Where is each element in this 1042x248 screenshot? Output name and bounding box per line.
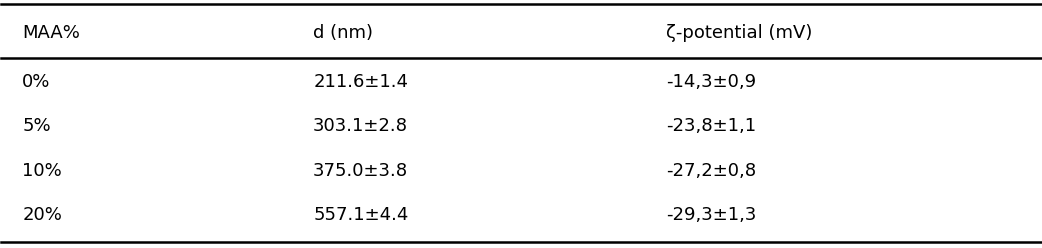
- Text: -29,3±1,3: -29,3±1,3: [667, 206, 756, 224]
- Text: 211.6±1.4: 211.6±1.4: [314, 73, 408, 91]
- Text: 0%: 0%: [22, 73, 51, 91]
- Text: ζ-potential (mV): ζ-potential (mV): [667, 24, 813, 42]
- Text: 5%: 5%: [22, 118, 51, 135]
- Text: 303.1±2.8: 303.1±2.8: [314, 118, 408, 135]
- Text: 557.1±4.4: 557.1±4.4: [314, 206, 408, 224]
- Text: -23,8±1,1: -23,8±1,1: [667, 118, 756, 135]
- Text: 375.0±3.8: 375.0±3.8: [314, 162, 408, 180]
- Text: -14,3±0,9: -14,3±0,9: [667, 73, 756, 91]
- Text: -27,2±0,8: -27,2±0,8: [667, 162, 756, 180]
- Text: 10%: 10%: [22, 162, 61, 180]
- Text: d (nm): d (nm): [314, 24, 373, 42]
- Text: MAA%: MAA%: [22, 24, 80, 42]
- Text: 20%: 20%: [22, 206, 63, 224]
